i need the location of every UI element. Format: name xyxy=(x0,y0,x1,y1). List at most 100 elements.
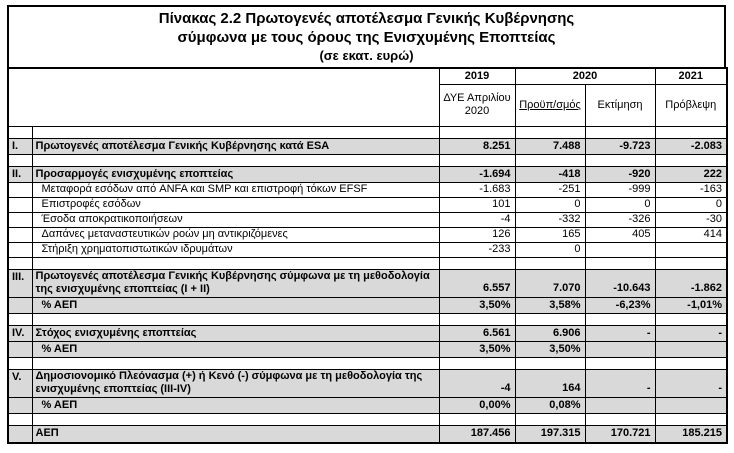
subheader-dye-april-2020: ΔΥΕ Απριλίου 2020 xyxy=(438,83,516,127)
value-2020-estimate: -6,23% xyxy=(584,296,656,314)
value-2021-forecast: 414 xyxy=(654,226,728,243)
spacer-cell xyxy=(654,412,728,426)
row-numeral: III. xyxy=(7,268,33,298)
spacer-cell xyxy=(514,153,586,167)
spacer-cell xyxy=(31,125,440,139)
spacer-cell xyxy=(7,256,33,270)
value-2021-forecast: 222 xyxy=(654,165,728,183)
year-2021-header: 2021 xyxy=(654,67,728,85)
row-label: Έσοδα αποκρατικοποιήσεων xyxy=(31,211,440,228)
row-financial-institutions-support: Στήριξη χρηματοπιστωτικών ιδρυμάτων -233… xyxy=(7,241,728,258)
value-2019: -233 xyxy=(438,241,516,258)
value-2021-forecast: -1,01% xyxy=(654,296,728,314)
value-2020-budget: 165 xyxy=(514,226,586,243)
spacer-cell xyxy=(654,312,728,326)
spacer-cell xyxy=(438,412,516,426)
value-2020-estimate: -920 xyxy=(584,165,656,183)
row-label: Πρωτογενές αποτέλεσμα Γενικής Κυβέρνησης… xyxy=(31,268,440,298)
subheader-budget: Προϋπ/σμός xyxy=(514,83,586,127)
value-2021-forecast: 185.215 xyxy=(654,424,728,444)
spacer-cell xyxy=(654,256,728,270)
spacer-cell xyxy=(7,412,33,426)
row-numeral: IV. xyxy=(7,324,33,342)
row-gdp-pct-v: % ΑΕΠ 0,00% 0,08% xyxy=(7,396,728,414)
row-label: Στόχος ενισχυμένης εποπτείας xyxy=(31,324,440,342)
value-2020-budget: 7.488 xyxy=(514,137,586,155)
value-2020-estimate: -10.643 xyxy=(584,268,656,298)
row-privatization-revenue: Έσοδα αποκρατικοποιήσεων -4 -332 -326 -3… xyxy=(7,211,728,228)
spacer-cell xyxy=(7,356,33,370)
spacer-row xyxy=(7,125,728,139)
spacer-cell xyxy=(654,356,728,370)
value-2020-budget: 164 xyxy=(514,368,586,398)
row-numeral xyxy=(7,226,33,243)
row-gdp: ΑΕΠ 187.456 197.315 170.721 185.215 xyxy=(7,424,728,444)
value-2019: -4 xyxy=(438,211,516,228)
value-2020-budget: 3,58% xyxy=(514,296,586,314)
spacer-cell xyxy=(584,153,656,167)
value-2019: 3,50% xyxy=(438,296,516,314)
row-numeral: V. xyxy=(7,368,33,398)
spacer-row xyxy=(7,312,728,326)
value-2020-budget: 0 xyxy=(514,196,586,213)
row-numeral xyxy=(7,340,33,358)
row-label: Προσαρμογές ενισχυμένης εποπτείας xyxy=(31,165,440,183)
spacer-cell xyxy=(584,125,656,139)
value-2020-budget: -251 xyxy=(514,181,586,198)
value-2019: 3,50% xyxy=(438,340,516,358)
spacer-cell xyxy=(514,125,586,139)
spacer-cell xyxy=(438,312,516,326)
value-2019: 8.251 xyxy=(438,137,516,155)
row-numeral xyxy=(7,424,33,444)
spacer-cell xyxy=(31,256,440,270)
spacer-cell xyxy=(584,312,656,326)
value-2019: 6.557 xyxy=(438,268,516,298)
value-2020-estimate: -9.723 xyxy=(584,137,656,155)
value-2020-estimate: - xyxy=(584,368,656,398)
value-2020-budget: 197.315 xyxy=(514,424,586,444)
title-line3: (σε εκατ. ευρώ) xyxy=(319,47,414,63)
spacer-cell xyxy=(584,412,656,426)
value-2020-estimate: 0 xyxy=(584,196,656,213)
row-label: Στήριξη χρηματοπιστωτικών ιδρυμάτων xyxy=(31,241,440,258)
subheader-row: ΔΥΕ Απριλίου 2020 Προϋπ/σμός Εκτίμηση Πρ… xyxy=(8,83,728,127)
spacer-cell xyxy=(438,125,516,139)
title-line2: σύμφωνα με τους όρους της Ενισχυμένης Επ… xyxy=(177,28,556,46)
row-numeral xyxy=(7,196,33,213)
value-2020-estimate: 170.721 xyxy=(584,424,656,444)
value-2020-budget: 7.070 xyxy=(514,268,586,298)
spacer-row xyxy=(7,256,728,270)
subheader-forecast: Πρόβλεψη xyxy=(654,83,728,127)
row-migration-expenditure: Δαπάνες μεταναστευτικών ροών μη αντικριζ… xyxy=(7,226,728,243)
value-2020-budget: -418 xyxy=(514,165,586,183)
row-label: Επιστροφές εσόδων xyxy=(31,196,440,213)
row-numeral: II. xyxy=(7,165,33,183)
spacer-cell xyxy=(438,356,516,370)
value-2020-budget: -332 xyxy=(514,211,586,228)
title-line1: Πίνακας 2.2 Πρωτογενές αποτέλεσμα Γενική… xyxy=(158,10,575,27)
value-2020-budget: 0,08% xyxy=(514,396,586,414)
row-numeral xyxy=(7,211,33,228)
value-2019: -1.683 xyxy=(438,181,516,198)
spacer-cell xyxy=(514,356,586,370)
spacer-cell xyxy=(7,125,33,139)
spacer-cell xyxy=(514,256,586,270)
value-2019: -1.694 xyxy=(438,165,516,183)
row-adjustments: II. Προσαρμογές ενισχυμένης εποπτείας -1… xyxy=(7,165,728,183)
spacer-cell xyxy=(514,312,586,326)
spacer-cell xyxy=(31,412,440,426)
spacer-cell xyxy=(514,412,586,426)
row-numeral xyxy=(7,396,33,414)
row-label: Δημοσιονομικό Πλεόνασμα (+) ή Κενό (-) σ… xyxy=(31,368,440,398)
value-2020-estimate xyxy=(584,241,656,258)
row-fiscal-surplus-gap: V. Δημοσιονομικό Πλεόνασμα (+) ή Κενό (-… xyxy=(7,368,728,398)
value-2021-forecast: -1.862 xyxy=(654,268,728,298)
subheader-estimate: Εκτίμηση xyxy=(584,83,656,127)
value-2020-budget: 6.906 xyxy=(514,324,586,342)
value-2019: 0,00% xyxy=(438,396,516,414)
value-2019: -4 xyxy=(438,368,516,398)
row-enhanced-supervision-target: IV. Στόχος ενισχυμένης εποπτείας 6.561 6… xyxy=(7,324,728,342)
spacer-row xyxy=(7,412,728,426)
spacer-row xyxy=(7,153,728,167)
spacer-cell xyxy=(654,125,728,139)
